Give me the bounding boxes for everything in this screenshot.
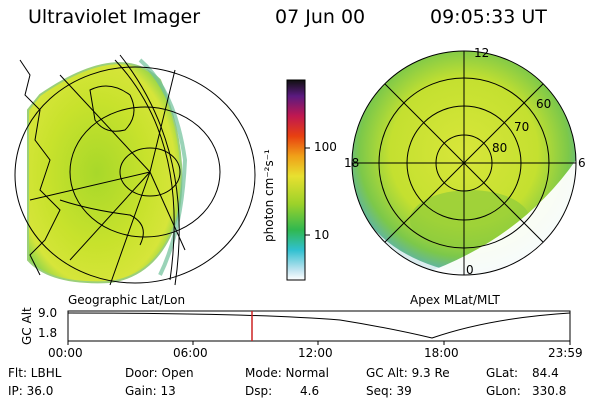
timeline-xtick: 23:59 xyxy=(548,346,583,360)
mlt-label-12: 12 xyxy=(474,46,490,60)
earth-disk xyxy=(27,62,183,284)
lat-label-70: 70 xyxy=(514,120,530,134)
status-gain: Gain: 13 xyxy=(125,384,176,398)
status-seq: Seq: 39 xyxy=(366,384,412,398)
status-glon-value: 330.8 xyxy=(532,384,567,398)
altitude-curve xyxy=(67,312,571,339)
timeline-ytick-high: 9.0 xyxy=(38,306,58,320)
timeline-ylabel: GC Alt xyxy=(20,307,34,345)
timeline-xtick: 06:00 xyxy=(173,346,208,360)
colorbar xyxy=(286,79,306,281)
lat-label-80: 80 xyxy=(492,141,508,155)
timeline-xtick: 00:00 xyxy=(48,346,83,360)
timeline-plot xyxy=(67,310,571,342)
status-dsp-label: Dsp: xyxy=(245,384,273,398)
geo-caption: Geographic Lat/Lon xyxy=(68,293,186,307)
timeline-ytick-low: 1.8 xyxy=(38,326,58,340)
colorbar-tick-10: 10 xyxy=(314,228,330,242)
mlt-label-6: 6 xyxy=(578,156,586,170)
status-glon-label: GLon: xyxy=(486,384,521,398)
timeline-xtick: 12:00 xyxy=(298,346,333,360)
status-door: Door: Open xyxy=(125,366,194,380)
status-gcalt: GC Alt: 9.3 Re xyxy=(366,366,450,380)
status-mode: Mode: Normal xyxy=(245,366,329,380)
status-flt: Flt: LBHL xyxy=(8,366,62,380)
status-ip: IP: 36.0 xyxy=(8,384,54,398)
time-label: 09:05:33 UT xyxy=(430,6,547,28)
status-dsp-value: 4.6 xyxy=(300,384,320,398)
status-glat-label: GLat: xyxy=(486,366,519,380)
colorbar-tick-100: 100 xyxy=(314,140,337,154)
coastline xyxy=(19,59,61,276)
mlt-label-18: 18 xyxy=(344,156,360,170)
lat-label-60: 60 xyxy=(536,97,552,111)
colorbar-unit: photon cm⁻²s⁻¹ xyxy=(262,149,276,242)
app-title: Ultraviolet Imager xyxy=(28,6,201,28)
mlt-label-0: 0 xyxy=(466,263,474,277)
apex-grid xyxy=(351,50,577,276)
status-glat-value: 84.4 xyxy=(532,366,559,380)
date-label: 07 Jun 00 xyxy=(275,6,366,28)
timeline-xtick: 18:00 xyxy=(424,346,459,360)
apex-caption: Apex MLat/MLT xyxy=(410,293,500,307)
